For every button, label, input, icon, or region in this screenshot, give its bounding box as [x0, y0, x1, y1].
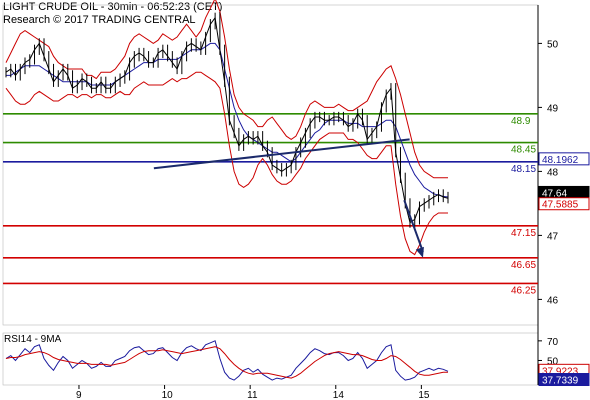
badge-rsi-ma-label: 37.9223 [542, 366, 579, 377]
badge-ma-label: 48.1962 [542, 155, 579, 166]
x-tick-label: 9 [76, 390, 82, 400]
series-lower-band [5, 71, 448, 256]
price-panel-frame [2, 4, 539, 326]
series-upper-band [5, 0, 448, 179]
rsi-tick-label: 70 [547, 337, 559, 348]
x-tick-label: 15 [418, 390, 430, 400]
level-label: 46.65 [511, 260, 536, 271]
rsi-series-RSI14 [5, 340, 449, 381]
badge-lower-band-label: 47.5885 [542, 200, 579, 211]
level-label: 48.45 [511, 145, 536, 156]
y-tick-label: 47 [547, 231, 559, 242]
rsi-panel-frame [2, 332, 539, 386]
y-tick-label: 46 [547, 295, 559, 306]
rsi-tick-label: 50 [547, 356, 559, 367]
badge-last-price-label: 47.64 [542, 188, 567, 199]
x-tick-label: 10 [162, 390, 174, 400]
trendline [153, 138, 410, 170]
badge-ma-box [538, 152, 590, 166]
level-label: 48.9 [511, 116, 531, 127]
forecast-arrow-head [415, 246, 424, 258]
x-tick-label: 14 [333, 390, 345, 400]
chart-title: LIGHT CRUDE OIL - 30min - 06:52:23 (CET) [3, 1, 223, 13]
chart-copyright: Research © 2017 TRADING CENTRAL [3, 14, 196, 26]
forecast-arrow-shaft [403, 199, 424, 253]
level-label: 47.15 [511, 228, 536, 239]
x-tick-label: 11 [247, 390, 258, 400]
y-tick-label: 50 [547, 39, 559, 50]
series-price [5, 16, 449, 224]
rsi-title: RSI14 - 9MA [4, 334, 62, 345]
price-bars [5, 12, 449, 228]
badge-rsi-box [538, 373, 590, 387]
rsi-series-9MA [5, 346, 448, 379]
y-tick-label: 49 [547, 103, 559, 114]
badge-lower-band-box [538, 197, 590, 211]
badge-rsi-label: 37.7339 [542, 376, 579, 387]
level-label: 48.15 [511, 164, 536, 175]
level-label: 46.25 [511, 285, 536, 296]
y-tick-label: 48 [547, 167, 559, 178]
